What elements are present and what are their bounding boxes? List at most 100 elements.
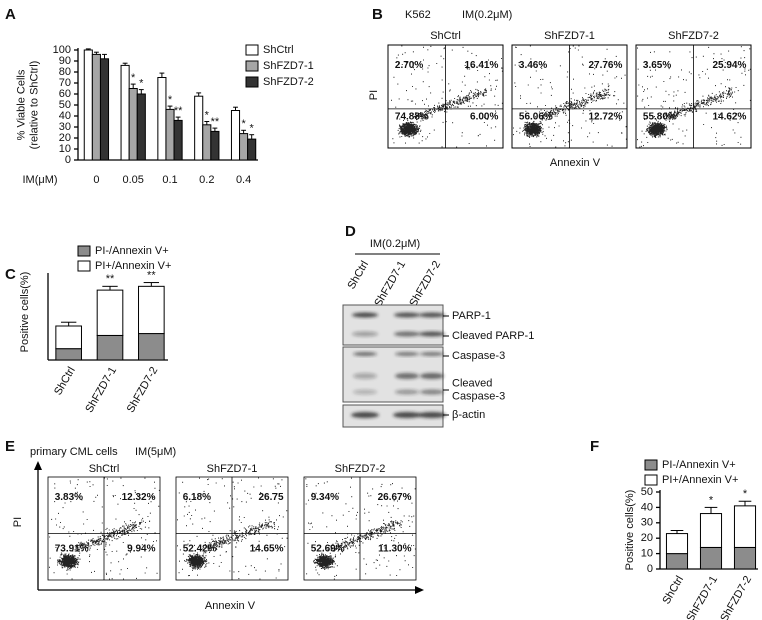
plot-title: ShCtrl xyxy=(89,463,120,475)
panel-letter: B xyxy=(372,6,383,23)
quadrant-value: 25.94% xyxy=(712,60,746,71)
bar-segment xyxy=(96,289,124,336)
bar-segment xyxy=(733,505,757,548)
band xyxy=(420,352,444,356)
plot-title: ShFZD7-2 xyxy=(335,463,386,475)
x-tick-label: ShCtrl xyxy=(52,365,78,397)
y-tick-label: 20 xyxy=(59,132,71,144)
bar xyxy=(173,119,183,161)
y-axis-label: Positive cells(%) xyxy=(624,490,636,571)
significance: ** xyxy=(211,116,220,128)
legend-swatch xyxy=(77,260,91,272)
band xyxy=(419,331,445,337)
y-tick-label: 70 xyxy=(59,77,71,89)
quadrant-value: 14.62% xyxy=(712,112,746,123)
band xyxy=(353,389,377,395)
plot-title: ShFZD7-2 xyxy=(668,30,719,42)
significance: * xyxy=(743,488,748,500)
y-axis-label: % Viable Cells(relative to ShCtrl) xyxy=(16,61,41,150)
y-tick-label: 0 xyxy=(647,563,653,575)
bar xyxy=(83,49,93,161)
x-tick-label: ShFZD7-1 xyxy=(83,365,119,415)
band-label: Caspase-3 xyxy=(452,350,505,362)
quadrant-value: 2.70% xyxy=(395,60,423,71)
legend-label: PI+/Annexin V+ xyxy=(95,260,171,272)
quadrant-value: 56.06% xyxy=(519,112,553,123)
quadrant-value: 12.32% xyxy=(122,492,156,503)
band-label: PARP-1 xyxy=(452,310,491,322)
significance: ** xyxy=(106,273,115,285)
quadrant-value: 27.76% xyxy=(588,60,622,71)
band xyxy=(395,352,419,356)
band xyxy=(419,312,445,318)
significance: * xyxy=(168,94,173,106)
x-tick-label: 0.1 xyxy=(162,174,177,186)
quadrant-value: 52.69% xyxy=(311,544,345,555)
y-tick-label: 30 xyxy=(641,517,653,529)
band xyxy=(352,331,378,337)
y-tick-label: 0 xyxy=(65,154,71,166)
quadrant-value: 73.91% xyxy=(55,544,89,555)
x-tick-label: 0 xyxy=(93,174,99,186)
quadrant-value: 9.94% xyxy=(127,544,155,555)
bar xyxy=(91,53,101,161)
dot-cloud xyxy=(513,45,627,148)
significance: * xyxy=(250,123,255,135)
legend-swatch xyxy=(245,60,259,72)
band xyxy=(420,373,444,379)
dot-cloud xyxy=(637,46,751,148)
cell-line: primary CML cells xyxy=(30,446,118,458)
quadrant-value: 11.30% xyxy=(378,544,411,555)
y-tick-label: 20 xyxy=(641,532,653,544)
legend-swatch xyxy=(245,76,259,88)
treatment: IM(0.2μM) xyxy=(462,9,512,21)
legend-label: PI-/Annexin V+ xyxy=(662,459,736,471)
y-tick-label: 80 xyxy=(59,66,71,78)
y-tick-label: 100 xyxy=(53,44,71,56)
y-tick-label: 90 xyxy=(59,55,71,67)
bar xyxy=(230,110,241,161)
quadrant-value: 74.88% xyxy=(395,112,429,123)
legend-swatch xyxy=(644,459,658,471)
bar xyxy=(210,130,220,161)
band-label: Cleaved PARP-1 xyxy=(452,330,534,342)
bar xyxy=(120,64,130,161)
band-label: β-actin xyxy=(452,409,485,421)
bar-segment xyxy=(665,553,689,570)
quadrant-value: 12.72% xyxy=(588,112,622,123)
band xyxy=(394,331,420,337)
panel-letter: E xyxy=(5,438,15,455)
quadrant-value: 3.83% xyxy=(55,492,83,503)
quadrant-value: 9.34% xyxy=(311,492,339,503)
y-tick-label: 40 xyxy=(641,501,653,513)
quadrant-value: 26.75 xyxy=(258,492,283,503)
cell-line: K562 xyxy=(405,9,431,21)
bar xyxy=(136,93,146,161)
significance: * xyxy=(205,109,210,121)
quadrant-value: 3.46% xyxy=(519,60,547,71)
y-tick-label: 60 xyxy=(59,88,71,100)
band xyxy=(352,312,378,318)
lane-label: ShFZD7-1 xyxy=(372,259,408,309)
band xyxy=(393,412,421,418)
quadrant-value: 55.80% xyxy=(643,112,677,123)
band xyxy=(395,373,419,379)
lane-label: ShCtrl xyxy=(345,259,371,291)
band xyxy=(353,352,377,356)
bar xyxy=(202,124,212,161)
x-tick-label: 0.4 xyxy=(236,174,251,186)
plot-title: ShFZD7-1 xyxy=(544,30,595,42)
quadrant-value: 26.67% xyxy=(378,492,412,503)
x-tick-label: ShFZD7-2 xyxy=(125,365,161,415)
plot-title: ShCtrl xyxy=(430,30,461,42)
y-tick-label: 40 xyxy=(59,110,71,122)
band xyxy=(353,373,377,379)
x-tick-label: 0.05 xyxy=(122,174,143,186)
x-axis-label: Annexin V xyxy=(205,600,256,612)
y-axis-label: PI xyxy=(12,517,24,527)
quadrant-value: 52.42% xyxy=(183,544,217,555)
panel-letter: D xyxy=(345,223,356,240)
x-tick-label: ShFZD7-1 xyxy=(684,574,720,620)
significance: * xyxy=(139,78,144,90)
